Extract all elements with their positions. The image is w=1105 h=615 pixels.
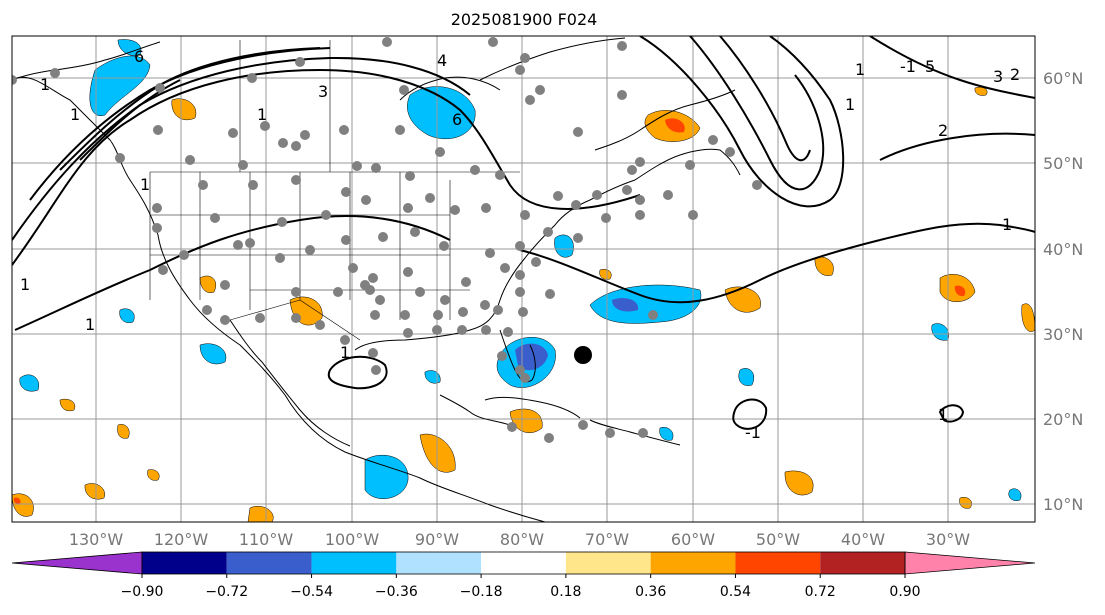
lon-label: 30°W [926,530,970,549]
colorbar-tick-label: −0.90 [121,584,164,600]
lon-label: 80°W [500,530,544,549]
storm-center-marker [574,346,592,364]
contour-label: 1 [40,75,50,94]
station-markers [12,37,762,443]
contour-label: 1 [85,315,95,334]
colorbar-segment [565,552,651,574]
map-area: 6 4 1 1 3 6 2 1 1 1 3 2 1 1 -1 1 1 1 1 -… [12,36,1035,522]
colorbar-tick-label: −0.36 [375,584,418,600]
colorbar-extend-min [11,551,143,575]
contour-label: 3 [993,67,1003,86]
contour-label: 1 [845,95,855,114]
positive-anomaly-regions [12,86,1035,522]
lat-label: 30°N [1043,325,1083,344]
contour-label: 1 [257,105,267,124]
lat-label: 20°N [1043,410,1083,429]
longitude-labels: 130°W 120°W 110°W 100°W 90°W 80°W 70°W 6… [69,530,970,549]
contour-label: 6 [134,47,144,66]
colorbar-segment [311,552,397,574]
contour-label: 1 [938,405,948,424]
contour-label: 6 [452,110,462,129]
contour-label: 1 [140,175,150,194]
lon-label: 50°W [756,530,800,549]
contour-label: 4 [437,51,447,70]
colorbar-frame [141,551,906,575]
contour-label: 3 [318,82,328,101]
colorbar-segment [735,552,821,574]
colorbar: −0.90 −0.72 −0.54 −0.36 −0.18 0.18 0.36 0.54 0.7… [11,551,1036,600]
colorbar-segment [142,552,227,574]
lon-label: 40°W [841,530,885,549]
graticule [12,36,1035,522]
coastlines [12,37,741,522]
lat-label: 50°N [1043,154,1083,173]
lon-label: 110°W [239,530,294,549]
lon-label: 130°W [69,530,124,549]
colorbar-tick-label: −0.54 [290,584,333,600]
colorbar-segment [820,552,905,574]
contour-label: -1 [900,57,916,76]
colorbar-tick-label: 0.72 [805,584,836,600]
contour-label: 1 [855,60,865,79]
contour-label: 2 [938,121,948,140]
lat-label: 40°N [1043,240,1083,259]
political-borders [149,40,520,341]
contour-label: 1 [70,105,80,124]
colorbar-tick-label: −0.18 [460,584,503,600]
colorbar-segment [396,552,482,574]
contour-label: -1 [745,423,761,442]
lon-label: 60°W [671,530,715,549]
lon-label: 120°W [154,530,209,549]
colorbar-tick-label: 0.18 [550,584,581,600]
latitude-labels: 60°N 50°N 40°N 30°N 20°N 10°N [1043,69,1083,514]
lon-label: 100°W [325,530,380,549]
contour-labels: 6 4 1 1 3 6 2 1 1 1 3 2 1 1 -1 1 1 1 1 -… [20,47,1020,442]
contour-label: 1 [1002,215,1012,234]
colorbar-tick-label: 0.54 [720,584,751,600]
lon-label: 70°W [585,530,629,549]
colorbar-segment [650,552,736,574]
contour-label: 1 [340,343,350,362]
colorbar-tick-label: −0.72 [205,584,248,600]
contour-label: 5 [925,57,935,76]
contour-label: 1 [20,275,30,294]
map-border [11,35,1036,523]
colorbar-segment [226,552,312,574]
lat-label: 60°N [1043,69,1083,88]
negative-anomaly-regions [19,39,1022,501]
colorbar-tick-label: 0.90 [889,584,920,600]
lat-label: 10°N [1043,495,1083,514]
colorbar-tick-label: 0.36 [635,584,666,600]
lon-label: 90°W [415,530,459,549]
colorbar-segment [481,552,566,574]
map-title: 2025081900 F024 [451,10,598,29]
colorbar-extend-max [904,551,1036,575]
contour-label: 2 [1010,65,1020,84]
